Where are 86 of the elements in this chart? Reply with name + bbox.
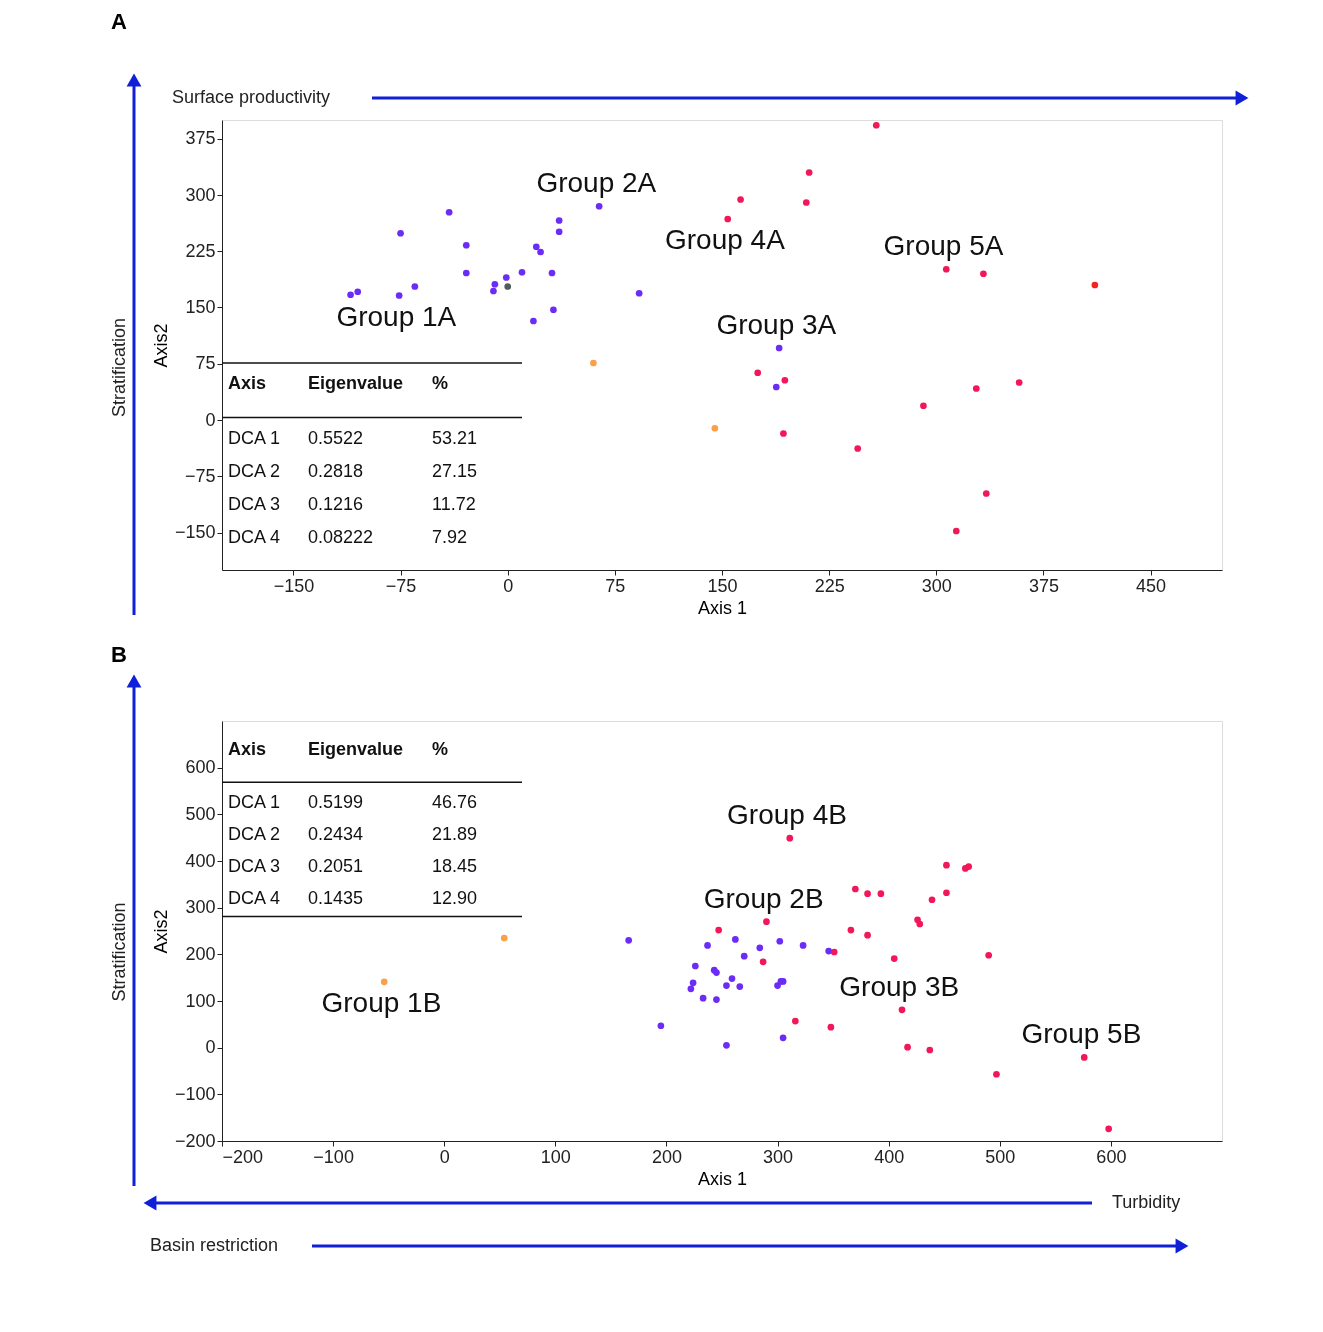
chart-title: A xyxy=(111,8,127,34)
annotation: DCA 4 xyxy=(228,888,281,908)
annotation: DCA 3 xyxy=(228,856,281,876)
series-label: Group 2B xyxy=(703,882,824,914)
x-tick-label: −100 xyxy=(313,1146,354,1167)
series-label: Group 3A xyxy=(716,309,837,340)
chart-title: B xyxy=(111,641,127,667)
annotation: 11.72 xyxy=(432,493,476,514)
x-tick-label: 300 xyxy=(763,1146,794,1167)
annotation: 0.2051 xyxy=(308,856,364,876)
annotation: DCA 4 xyxy=(228,526,281,547)
y-tick-label: 200 xyxy=(185,943,216,964)
y-tick-label: 75 xyxy=(195,353,216,374)
annotation: 27.15 xyxy=(432,460,478,481)
series-label: Group 1B xyxy=(321,986,442,1018)
annotation: DCA 3 xyxy=(228,493,281,514)
series-label: Group 5B xyxy=(1021,1018,1142,1050)
x-tick-label: 450 xyxy=(1136,575,1167,596)
annotation: 0.5199 xyxy=(308,792,364,812)
annotation: DCA 2 xyxy=(228,460,281,481)
y-tick-label: 300 xyxy=(185,897,216,918)
annotation: 46.76 xyxy=(432,792,478,812)
annotation: 0.5522 xyxy=(308,427,364,448)
series-label: Group 2A xyxy=(536,167,657,199)
x-tick-label: 75 xyxy=(605,575,626,596)
y-tick-label: −150 xyxy=(174,522,216,542)
x-tick-label: −150 xyxy=(273,575,315,596)
y-tick-label: 0 xyxy=(205,409,216,430)
y-tick-label: −200 xyxy=(174,1130,216,1151)
y-tick-label: 500 xyxy=(185,803,216,824)
annotation: DCA 2 xyxy=(228,824,281,844)
x-tick-label: 375 xyxy=(1028,575,1059,596)
annotation: Eigenvalue xyxy=(308,739,404,760)
x-tick-label: 400 xyxy=(874,1146,905,1167)
text: Turbidity xyxy=(1112,1192,1181,1212)
annotation: Eigenvalue xyxy=(308,373,404,394)
annotation: 18.45 xyxy=(432,856,478,876)
y-tick-label: 400 xyxy=(185,850,216,871)
y-tick-label: 375 xyxy=(185,128,216,149)
x-tick-label: −200 xyxy=(222,1146,264,1167)
x-tick-label: 0 xyxy=(439,1146,450,1167)
text: Surface productivity xyxy=(172,87,331,107)
series-label: Group 4B xyxy=(727,799,847,831)
series-label: Group 1A xyxy=(336,300,457,332)
y-tick-label: −75 xyxy=(184,465,216,486)
y-tick-label: 225 xyxy=(185,240,216,261)
x-tick-label: 300 xyxy=(921,575,952,596)
annotation: % xyxy=(432,739,449,760)
text: Stratification xyxy=(109,902,129,1002)
x-tick-label: 150 xyxy=(707,575,738,596)
x-axis-title: Axis 1 xyxy=(697,1168,748,1189)
x-axis-title: Axis 1 xyxy=(697,597,748,618)
series-label: Group 3B xyxy=(839,970,960,1002)
y-tick-label: 300 xyxy=(185,184,216,205)
annotation: 0.1435 xyxy=(308,888,364,908)
x-tick-label: 200 xyxy=(651,1146,682,1167)
annotation: Axis xyxy=(228,373,267,394)
annotation: DCA 1 xyxy=(228,792,281,812)
annotation: 12.90 xyxy=(432,888,478,908)
annotation: 21.89 xyxy=(432,824,478,844)
y-axis-title: Axis2 xyxy=(150,909,171,954)
x-tick-label: 600 xyxy=(1096,1146,1127,1167)
annotation: 0.1216 xyxy=(308,493,364,514)
x-tick-label: 0 xyxy=(503,575,514,596)
annotation: 53.21 xyxy=(432,427,478,448)
y-axis-title: Axis2 xyxy=(150,323,171,368)
annotation: 0.2818 xyxy=(308,460,364,481)
annotation: 7.92 xyxy=(432,526,468,547)
y-tick-label: 0 xyxy=(205,1037,216,1058)
x-tick-label: 100 xyxy=(540,1146,571,1167)
annotation: 0.2434 xyxy=(308,824,364,844)
series-label: Group 4A xyxy=(664,224,786,255)
y-tick-label: 100 xyxy=(185,990,216,1011)
y-tick-label: −100 xyxy=(174,1083,216,1104)
annotation: Axis xyxy=(228,739,267,760)
x-tick-label: 500 xyxy=(985,1146,1016,1167)
annotation: DCA 1 xyxy=(228,427,281,448)
y-tick-label: 600 xyxy=(185,757,216,778)
annotation: 0.08222 xyxy=(308,526,374,547)
x-tick-label: 225 xyxy=(814,575,845,596)
text: Basin restriction xyxy=(150,1235,279,1255)
x-tick-label: −75 xyxy=(385,575,417,596)
annotation: % xyxy=(432,373,449,394)
text: Stratification xyxy=(109,317,129,418)
series-label: Group 5A xyxy=(883,230,1004,262)
y-tick-label: 150 xyxy=(185,297,216,317)
